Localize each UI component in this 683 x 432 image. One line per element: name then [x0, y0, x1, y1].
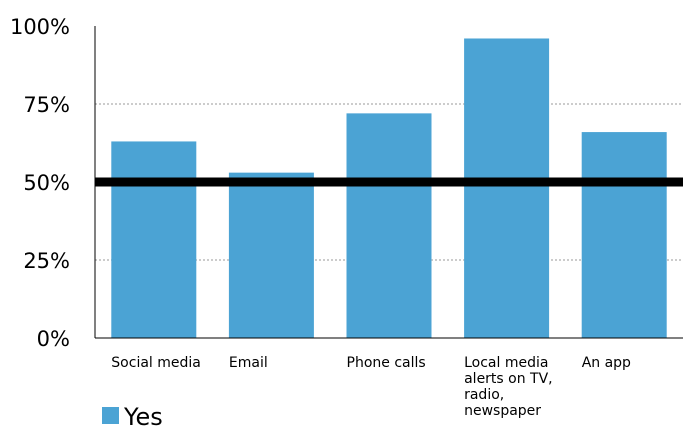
legend-label-yes: Yes — [123, 403, 163, 431]
bar-0 — [111, 141, 197, 338]
x-tick-label: Social media — [111, 355, 201, 371]
y-tick-label: 0% — [37, 327, 70, 351]
x-tick-label: Local media alerts on TV, radio, newspaper — [464, 355, 553, 419]
x-axis-ticks: Social media Email Phone calls Local media a… — [111, 355, 631, 419]
x-tick-label: Phone calls — [347, 355, 426, 371]
y-tick-label: 50% — [23, 171, 70, 195]
bar-3 — [464, 38, 550, 338]
bar-2 — [346, 113, 432, 338]
axes — [94, 26, 683, 339]
x-tick-label: An app — [582, 355, 631, 371]
bar-4 — [581, 132, 667, 338]
y-axis-ticks: 0% 25% 50% 75% 100% — [10, 15, 70, 351]
x-tick-label: Email — [229, 355, 268, 371]
legend-swatch-yes — [102, 407, 119, 424]
y-tick-label: 100% — [10, 15, 70, 39]
legend: Yes — [102, 403, 163, 431]
bars — [111, 38, 667, 338]
y-tick-label: 75% — [23, 93, 70, 117]
y-tick-label: 25% — [23, 249, 70, 273]
bar-1 — [228, 172, 314, 338]
